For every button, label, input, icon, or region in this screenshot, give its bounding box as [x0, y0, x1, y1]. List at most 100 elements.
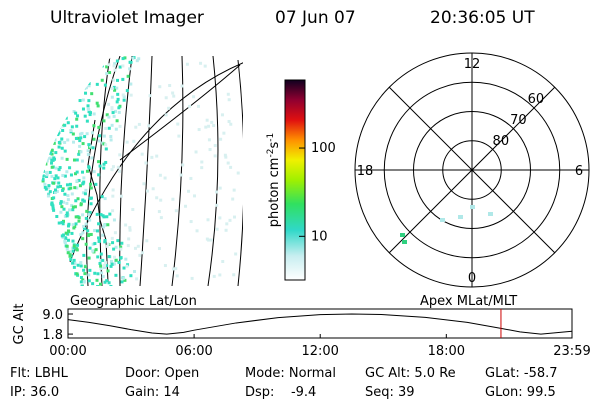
- emission-pixel: [71, 223, 75, 227]
- emission-pixel: [118, 65, 122, 69]
- emission-pixel: [49, 151, 53, 155]
- emission-pixel: [83, 192, 87, 196]
- emission-pixel: [87, 110, 91, 114]
- emission-pixel: [78, 139, 82, 143]
- emission-pixel: [118, 124, 122, 128]
- emission-pixel: [71, 261, 75, 265]
- mlt-label: 6: [575, 164, 583, 179]
- emission-pixel: [74, 81, 78, 85]
- emission-pixel: [74, 136, 78, 140]
- emission-pixel: [73, 205, 77, 209]
- emission-pixel: [218, 186, 222, 190]
- emission-pixel: [175, 274, 179, 278]
- emission-pixel: [107, 102, 111, 106]
- map-grid: [99, 56, 111, 286]
- x-tick-label: 06:00: [175, 344, 212, 359]
- emission-pixel: [63, 149, 67, 153]
- emission-pixel: [194, 150, 198, 154]
- emission-pixel: [61, 173, 65, 177]
- emission-pixel: [90, 92, 94, 96]
- emission-pixel: [99, 264, 103, 268]
- emission-pixel: [128, 67, 132, 71]
- emission-pixel: [56, 176, 60, 180]
- emission-pixel: [81, 191, 85, 195]
- emission-pixel: [213, 144, 217, 148]
- emission-pixel: [159, 216, 163, 220]
- emission-pixel: [79, 264, 83, 268]
- emission-pixel: [83, 114, 87, 118]
- emission-pixel: [231, 197, 235, 201]
- emission-pixel: [129, 274, 133, 278]
- y-tick-label: 1.8: [42, 328, 63, 343]
- date: 07 Jun 07: [275, 8, 356, 28]
- emission-pixel: [72, 84, 76, 88]
- emission-pixel: [92, 170, 96, 174]
- emission-pixel: [82, 253, 86, 257]
- emission-pixel: [77, 72, 81, 76]
- emission-pixel: [111, 209, 115, 213]
- emission-pixel: [225, 222, 229, 226]
- emission-pixel: [101, 233, 105, 237]
- y-axis-label: GC Alt: [12, 304, 27, 345]
- emission-pixel: [110, 86, 114, 90]
- label-part: -2: [266, 149, 276, 158]
- emission-pixel: [65, 214, 69, 218]
- x-tick-label: 18:00: [428, 344, 465, 359]
- emission-pixel: [74, 222, 78, 226]
- emission-pixel: [102, 166, 106, 170]
- emission-pixel: [205, 118, 209, 122]
- emission-pixel: [458, 215, 463, 219]
- emission-pixel: [207, 124, 211, 128]
- emission-pixel: [69, 173, 73, 177]
- emission-pixel: [72, 109, 76, 113]
- emission-pixel: [103, 223, 107, 227]
- emission-pixel: [402, 240, 407, 244]
- emission-pixel: [54, 190, 58, 194]
- emission-pixel: [220, 113, 224, 117]
- emission-pixel: [134, 125, 138, 129]
- emission-pixel: [105, 113, 109, 117]
- emission-pixel: [114, 258, 118, 262]
- emission-pixel: [58, 121, 62, 125]
- x-tick-label: 00:00: [49, 344, 86, 359]
- emission-pixel: [228, 218, 232, 222]
- emission-pixel: [68, 105, 72, 109]
- emission-pixel: [47, 184, 51, 188]
- emission-pixel: [62, 200, 66, 204]
- emission-pixel: [71, 208, 75, 212]
- emission-pixel: [117, 169, 121, 173]
- emission-pixel: [226, 161, 230, 165]
- emission-pixel: [110, 106, 114, 110]
- emission-pixel: [52, 208, 56, 212]
- emission-pixel: [76, 263, 80, 267]
- emission-pixel: [51, 158, 55, 162]
- emission-pixel: [52, 141, 56, 145]
- emission-pixel: [200, 166, 204, 170]
- emission-pixel: [77, 219, 81, 223]
- emission-pixel: [93, 63, 97, 67]
- emission-pixel: [82, 279, 86, 283]
- emission-pixel: [212, 274, 216, 278]
- emission-pixel: [63, 236, 67, 240]
- emission-pixel: [65, 157, 69, 161]
- emission-pixel: [114, 127, 118, 131]
- emission-pixel: [81, 181, 85, 185]
- spoke: [388, 86, 556, 254]
- emission-pixel: [46, 157, 50, 161]
- info-field: Seq: 39: [365, 385, 415, 400]
- emission-pixel: [79, 150, 83, 154]
- emission-pixel: [87, 166, 91, 170]
- emission-pixel: [80, 63, 84, 67]
- emission-pixel: [174, 267, 178, 271]
- emission-pixel: [103, 280, 107, 284]
- emission-pixel: [138, 253, 142, 257]
- emission-pixel: [45, 170, 49, 174]
- emission-pixel: [122, 98, 126, 102]
- emission-pixel: [75, 117, 79, 121]
- emission-pixel: [78, 184, 82, 188]
- emission-pixel: [105, 244, 109, 248]
- emission-pixel: [142, 182, 146, 186]
- emission-pixel: [75, 73, 79, 77]
- emission-pixel: [232, 215, 236, 219]
- emission-pixel: [81, 142, 85, 146]
